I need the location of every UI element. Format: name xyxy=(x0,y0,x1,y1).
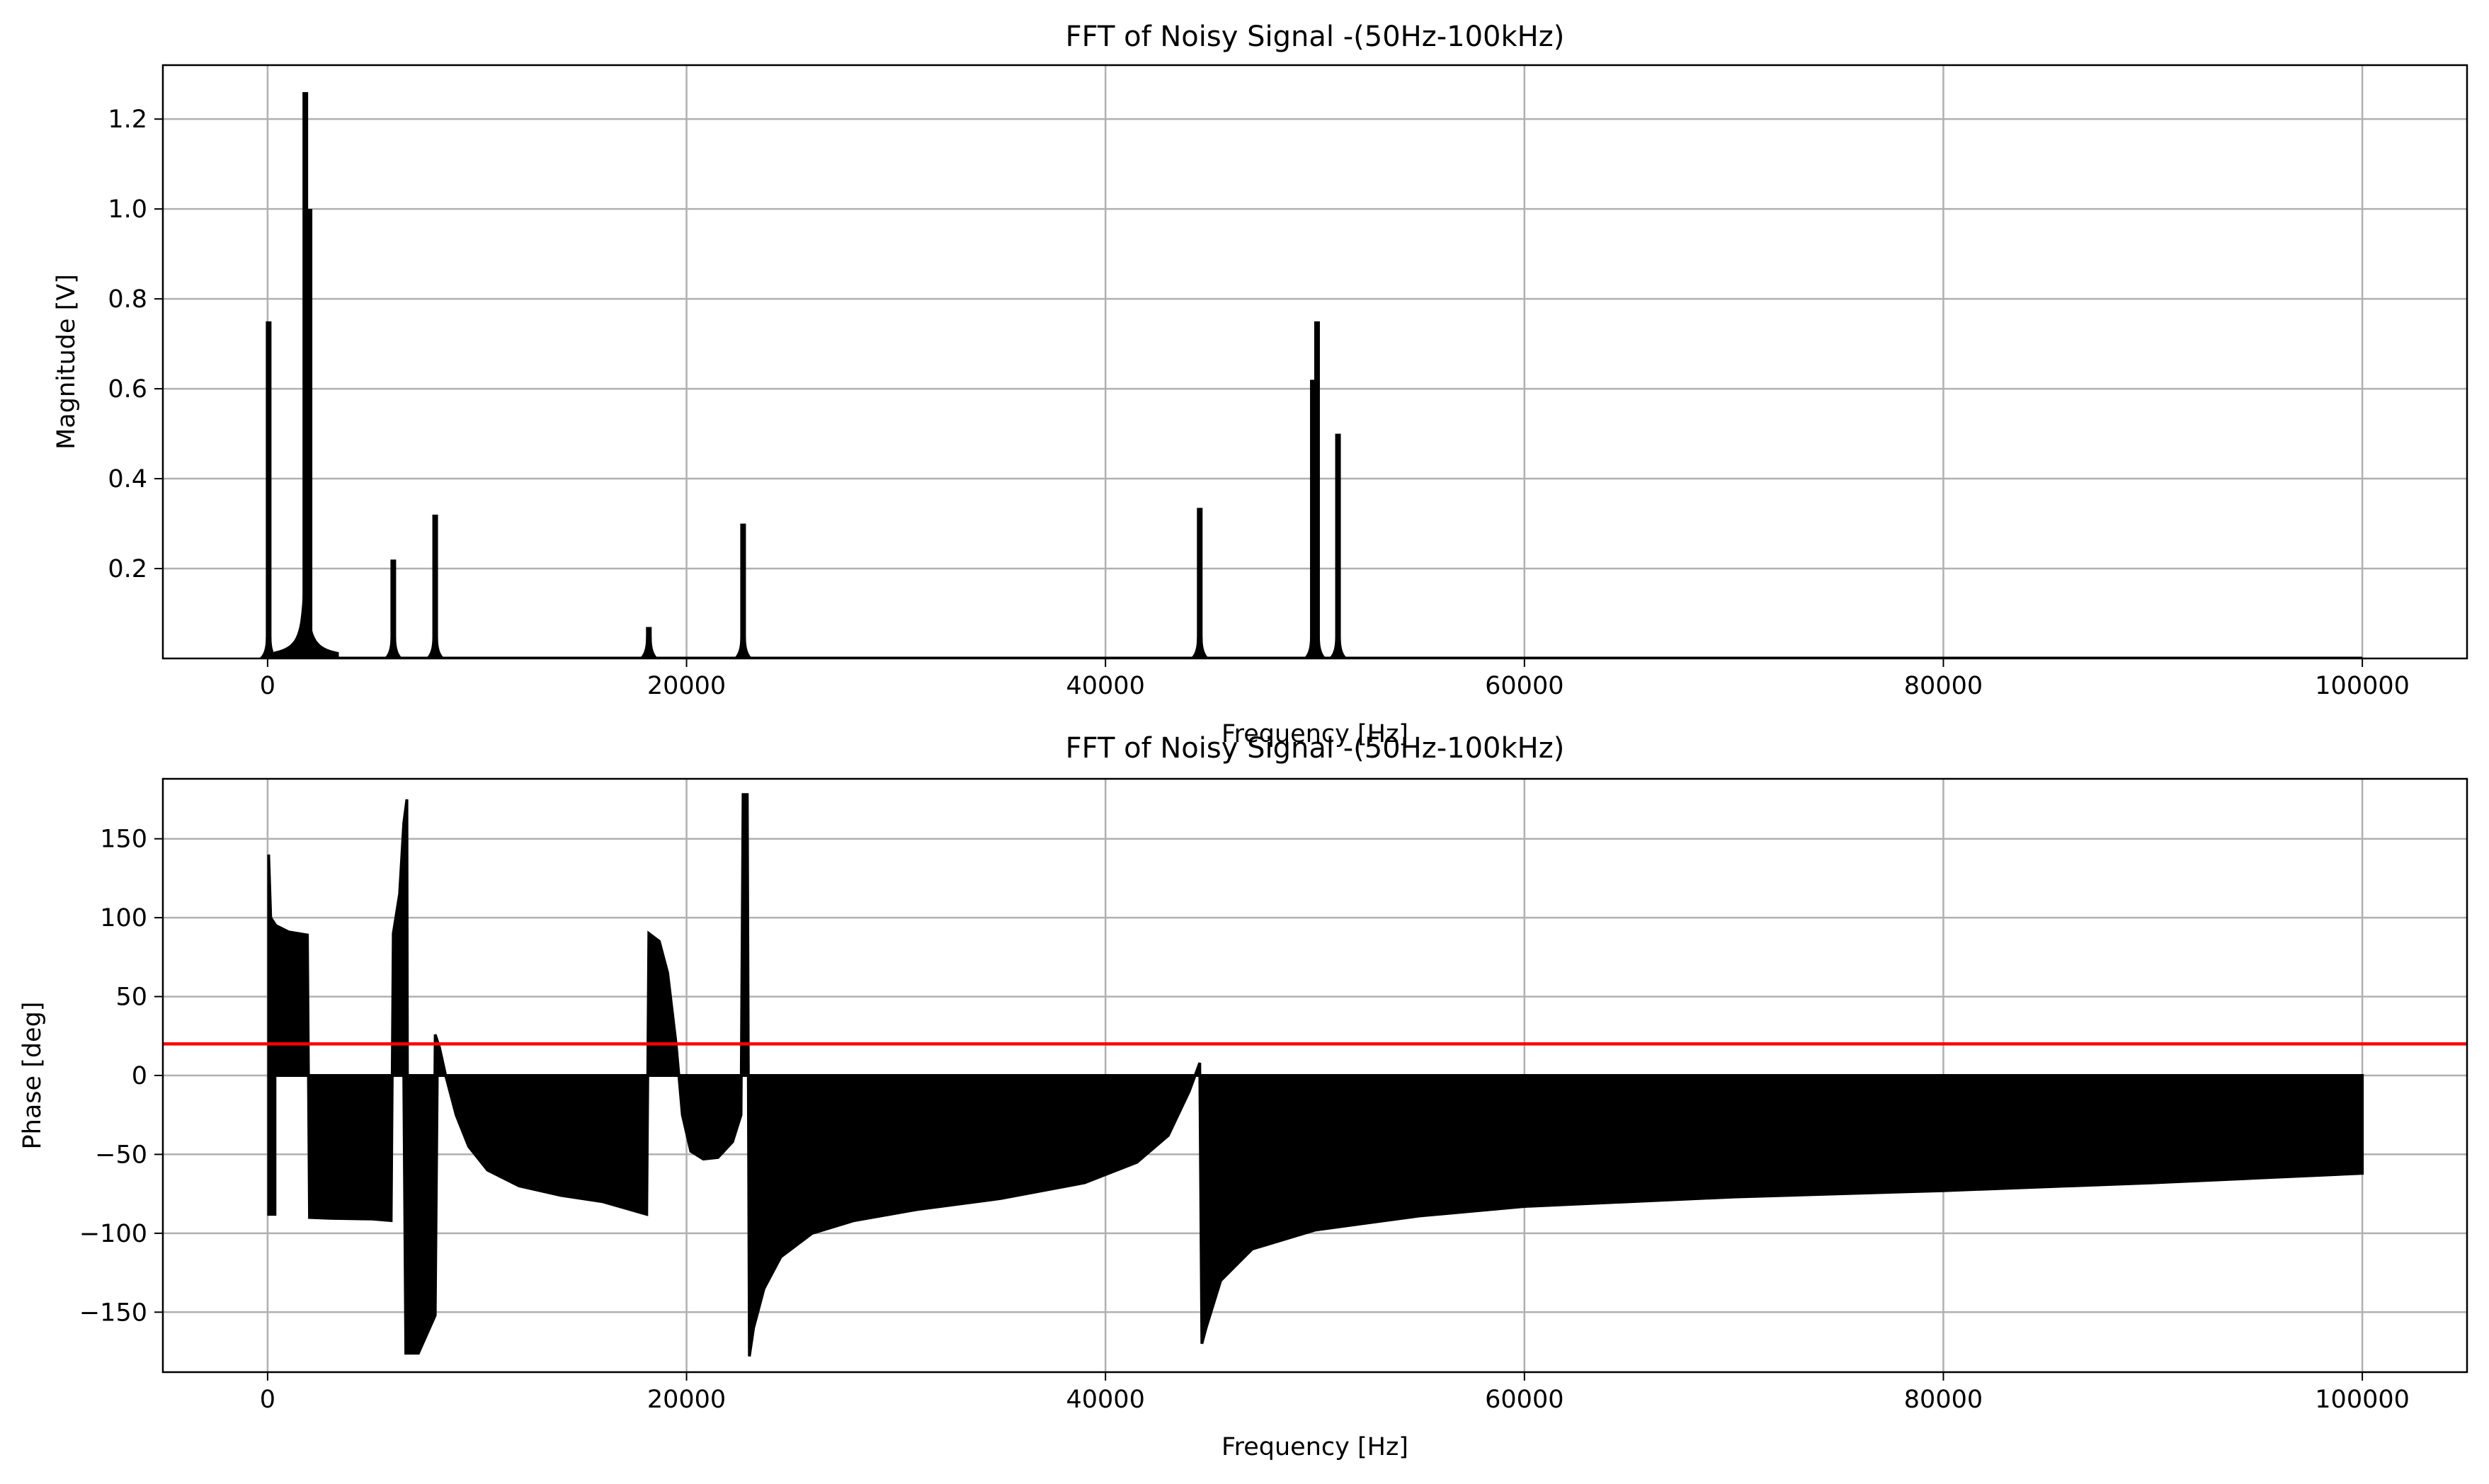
magnitude-chart-title: FFT of Noisy Signal -(50Hz-100kHz) xyxy=(1066,21,1565,53)
magnitude-peak xyxy=(1314,321,1320,658)
x-tick-label: 0 xyxy=(260,1386,275,1414)
magnitude-peak xyxy=(740,523,746,658)
x-tick-label: 40000 xyxy=(1066,1386,1145,1414)
phase-chart-title: FFT of Noisy Signal -(50Hz-100kHz) xyxy=(1066,732,1565,765)
phase-chart: FFT of Noisy Signal -(50Hz-100kHz) 0 2000… xyxy=(18,732,2468,1461)
magnitude-peak xyxy=(390,559,397,658)
magnitude-chart: FFT of Noisy Signal -(50Hz-100kHz) 0 2000… xyxy=(52,21,2468,748)
y-tick-label: 100 xyxy=(100,904,147,932)
y-tick-label: −50 xyxy=(95,1141,147,1169)
y-tick-label: 0 xyxy=(132,1062,147,1090)
phase-y-axis-label: Phase [deg] xyxy=(18,1002,47,1150)
y-tick-label: 50 xyxy=(115,983,147,1012)
y-tick-label: 0.8 xyxy=(108,285,147,314)
magnitude-peak-skirt xyxy=(733,637,753,658)
magnitude-peak-skirt xyxy=(258,637,279,658)
x-tick-label: 60000 xyxy=(1485,1386,1564,1414)
magnitude-peak xyxy=(307,209,313,659)
y-tick-label: 0.6 xyxy=(108,375,147,404)
x-tick-label: 20000 xyxy=(647,672,726,700)
magnitude-peak-skirt xyxy=(425,637,445,658)
y-tick-label: 1.2 xyxy=(108,105,147,134)
x-tick-label: 100000 xyxy=(2315,1386,2410,1414)
y-tick-label: 0.4 xyxy=(108,465,147,493)
magnitude-axes-ticks: 0 20000 40000 60000 80000 100000 0.2 0.4 0.6 0.8 1… xyxy=(108,105,2410,700)
magnitude-peak xyxy=(1335,433,1341,658)
magnitude-peak xyxy=(302,92,309,658)
x-tick-label: 60000 xyxy=(1485,672,1564,700)
y-tick-label: −150 xyxy=(79,1298,147,1327)
magnitude-peak-skirt xyxy=(383,637,404,658)
phase-series xyxy=(267,793,2364,1357)
phase-lower-fill xyxy=(267,1074,439,1355)
magnitude-x-axis-label: Frequency [Hz] xyxy=(1221,720,1408,748)
magnitude-peak-skirt xyxy=(1328,637,1348,658)
magnitude-series xyxy=(258,92,2363,659)
x-tick-label: 100000 xyxy=(2315,672,2410,700)
magnitude-peak xyxy=(1197,508,1203,658)
magnitude-peak xyxy=(266,321,272,658)
x-tick-label: 20000 xyxy=(647,1386,726,1414)
magnitude-peak-skirt xyxy=(1190,637,1210,658)
phase-x-axis-label: Frequency [Hz] xyxy=(1221,1433,1408,1461)
y-tick-label: 150 xyxy=(100,826,147,854)
magnitude-peak xyxy=(1310,379,1316,658)
x-tick-label: 0 xyxy=(260,672,275,700)
y-tick-label: −100 xyxy=(79,1220,147,1248)
magnitude-peak-skirt xyxy=(639,637,659,658)
x-tick-label: 80000 xyxy=(1904,672,1983,700)
y-tick-label: 1.0 xyxy=(108,195,147,224)
phase-axes-ticks: 0 20000 40000 60000 80000 100000 −150 −100 −50 0 5… xyxy=(79,826,2410,1414)
magnitude-peak xyxy=(432,514,438,658)
x-tick-label: 40000 xyxy=(1066,672,1145,700)
magnitude-peak-skirt xyxy=(300,637,320,658)
magnitude-peak-skirt xyxy=(1306,637,1327,658)
magnitude-y-axis-label: Magnitude [V] xyxy=(52,274,81,450)
magnitude-plot-frame xyxy=(161,64,2468,660)
x-tick-label: 80000 xyxy=(1904,1386,1983,1414)
y-tick-label: 0.2 xyxy=(108,555,147,583)
